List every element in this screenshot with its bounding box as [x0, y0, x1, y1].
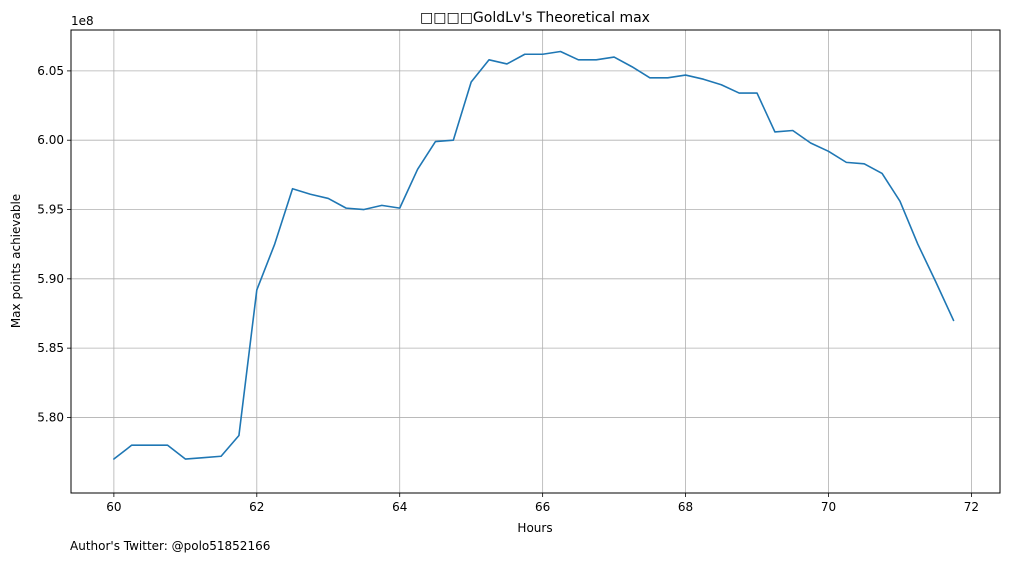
data-line [113, 50, 955, 460]
grid [71, 30, 1000, 493]
x-axis-ticks: 60 62 64 66 68 70 72 [106, 493, 979, 514]
plot-frame [70, 29, 1001, 494]
series-line [113, 50, 955, 460]
y-tick-label: 6.05 [37, 64, 64, 78]
y-tick-label: 5.80 [37, 410, 64, 424]
x-tick-label: 72 [964, 500, 979, 514]
x-tick-label: 68 [678, 500, 693, 514]
y-axis-label: Max points achievable [9, 194, 23, 328]
y-tick-label: 5.90 [37, 272, 64, 286]
y-tick-label: 5.95 [37, 203, 64, 217]
x-tick-label: 62 [249, 500, 264, 514]
x-tick-label: 70 [821, 500, 836, 514]
y-offset-label: 1e8 [71, 14, 94, 28]
x-tick-label: 64 [392, 500, 407, 514]
y-axis-ticks: 5.80 5.85 5.90 5.95 6.00 6.05 [37, 64, 71, 424]
x-tick-label: 66 [535, 500, 550, 514]
author-footer: Author's Twitter: @polo51852166 [70, 539, 270, 553]
x-axis-label: Hours [517, 521, 552, 535]
chart-title: □□□□GoldLv's Theoretical max [420, 10, 650, 26]
y-tick-label: 5.85 [37, 341, 64, 355]
x-tick-label: 60 [106, 500, 121, 514]
y-tick-label: 6.00 [37, 133, 64, 147]
